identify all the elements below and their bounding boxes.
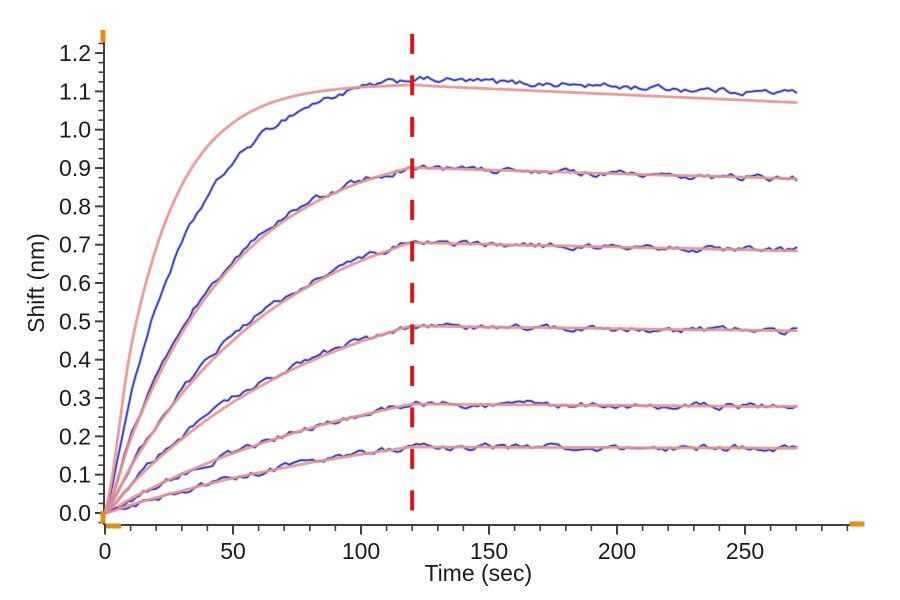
trace-4-fit-line [103, 324, 798, 515]
trace-1-fit-line [103, 83, 798, 515]
y-tick-label: 0.3 [59, 385, 91, 411]
trace-5-fit-line [103, 402, 798, 515]
trace-3-data-line [104, 239, 798, 514]
y-tick-label: 0.9 [59, 155, 91, 181]
y-tick-label: 1.2 [59, 40, 91, 66]
trace-6-fit-line [103, 445, 798, 515]
x-tick-label: 50 [220, 538, 246, 564]
y-axis-bottom-end-cap [100, 511, 106, 523]
x-tick-label: 150 [470, 538, 508, 564]
y-tick-label: 0.4 [59, 347, 91, 373]
y-tick-label: 0.8 [59, 193, 91, 219]
x-tick-label: 250 [726, 538, 764, 564]
y-tick-label: 0.2 [59, 423, 91, 449]
y-tick-label: 1.0 [59, 117, 91, 143]
x-axis-left-end-cap [106, 523, 121, 529]
trace-4-data-line [104, 322, 798, 514]
y-tick-label: 1.1 [59, 78, 91, 104]
y-tick-label: 0.0 [59, 500, 91, 526]
y-tick-label: 0.7 [59, 232, 91, 258]
trace-6-data-line [104, 442, 798, 514]
axes [95, 42, 853, 535]
x-axis-right-end-cap [849, 521, 865, 527]
curves [103, 75, 798, 515]
x-axis-title: Time (sec) [424, 560, 532, 586]
y-axis-title: Shift (nm) [23, 233, 49, 333]
trace-2-data-halo [103, 163, 798, 515]
y-tick-label: 0.1 [59, 462, 91, 488]
x-tick-label: 200 [598, 538, 636, 564]
trace-1-data-line [104, 75, 798, 514]
trace-6-data-halo [103, 441, 798, 515]
trace-3-fit-line [103, 241, 798, 515]
trace-3-data-halo [103, 239, 798, 515]
y-axis-top-end-cap [100, 30, 106, 42]
y-tick-label: 0.5 [59, 308, 91, 334]
x-tick-label: 100 [342, 538, 380, 564]
y-tick-label: 0.6 [59, 270, 91, 296]
x-tick-label: 0 [99, 538, 112, 564]
tick-labels: 0.0 0.1 0.2 0.3 0.4 0.5 0.6 0.7 0.8 0.9 1.0 1.1 1.2 0… [59, 40, 764, 564]
trace-2-data-line [104, 164, 798, 514]
trace-2-fit-line [103, 166, 798, 515]
